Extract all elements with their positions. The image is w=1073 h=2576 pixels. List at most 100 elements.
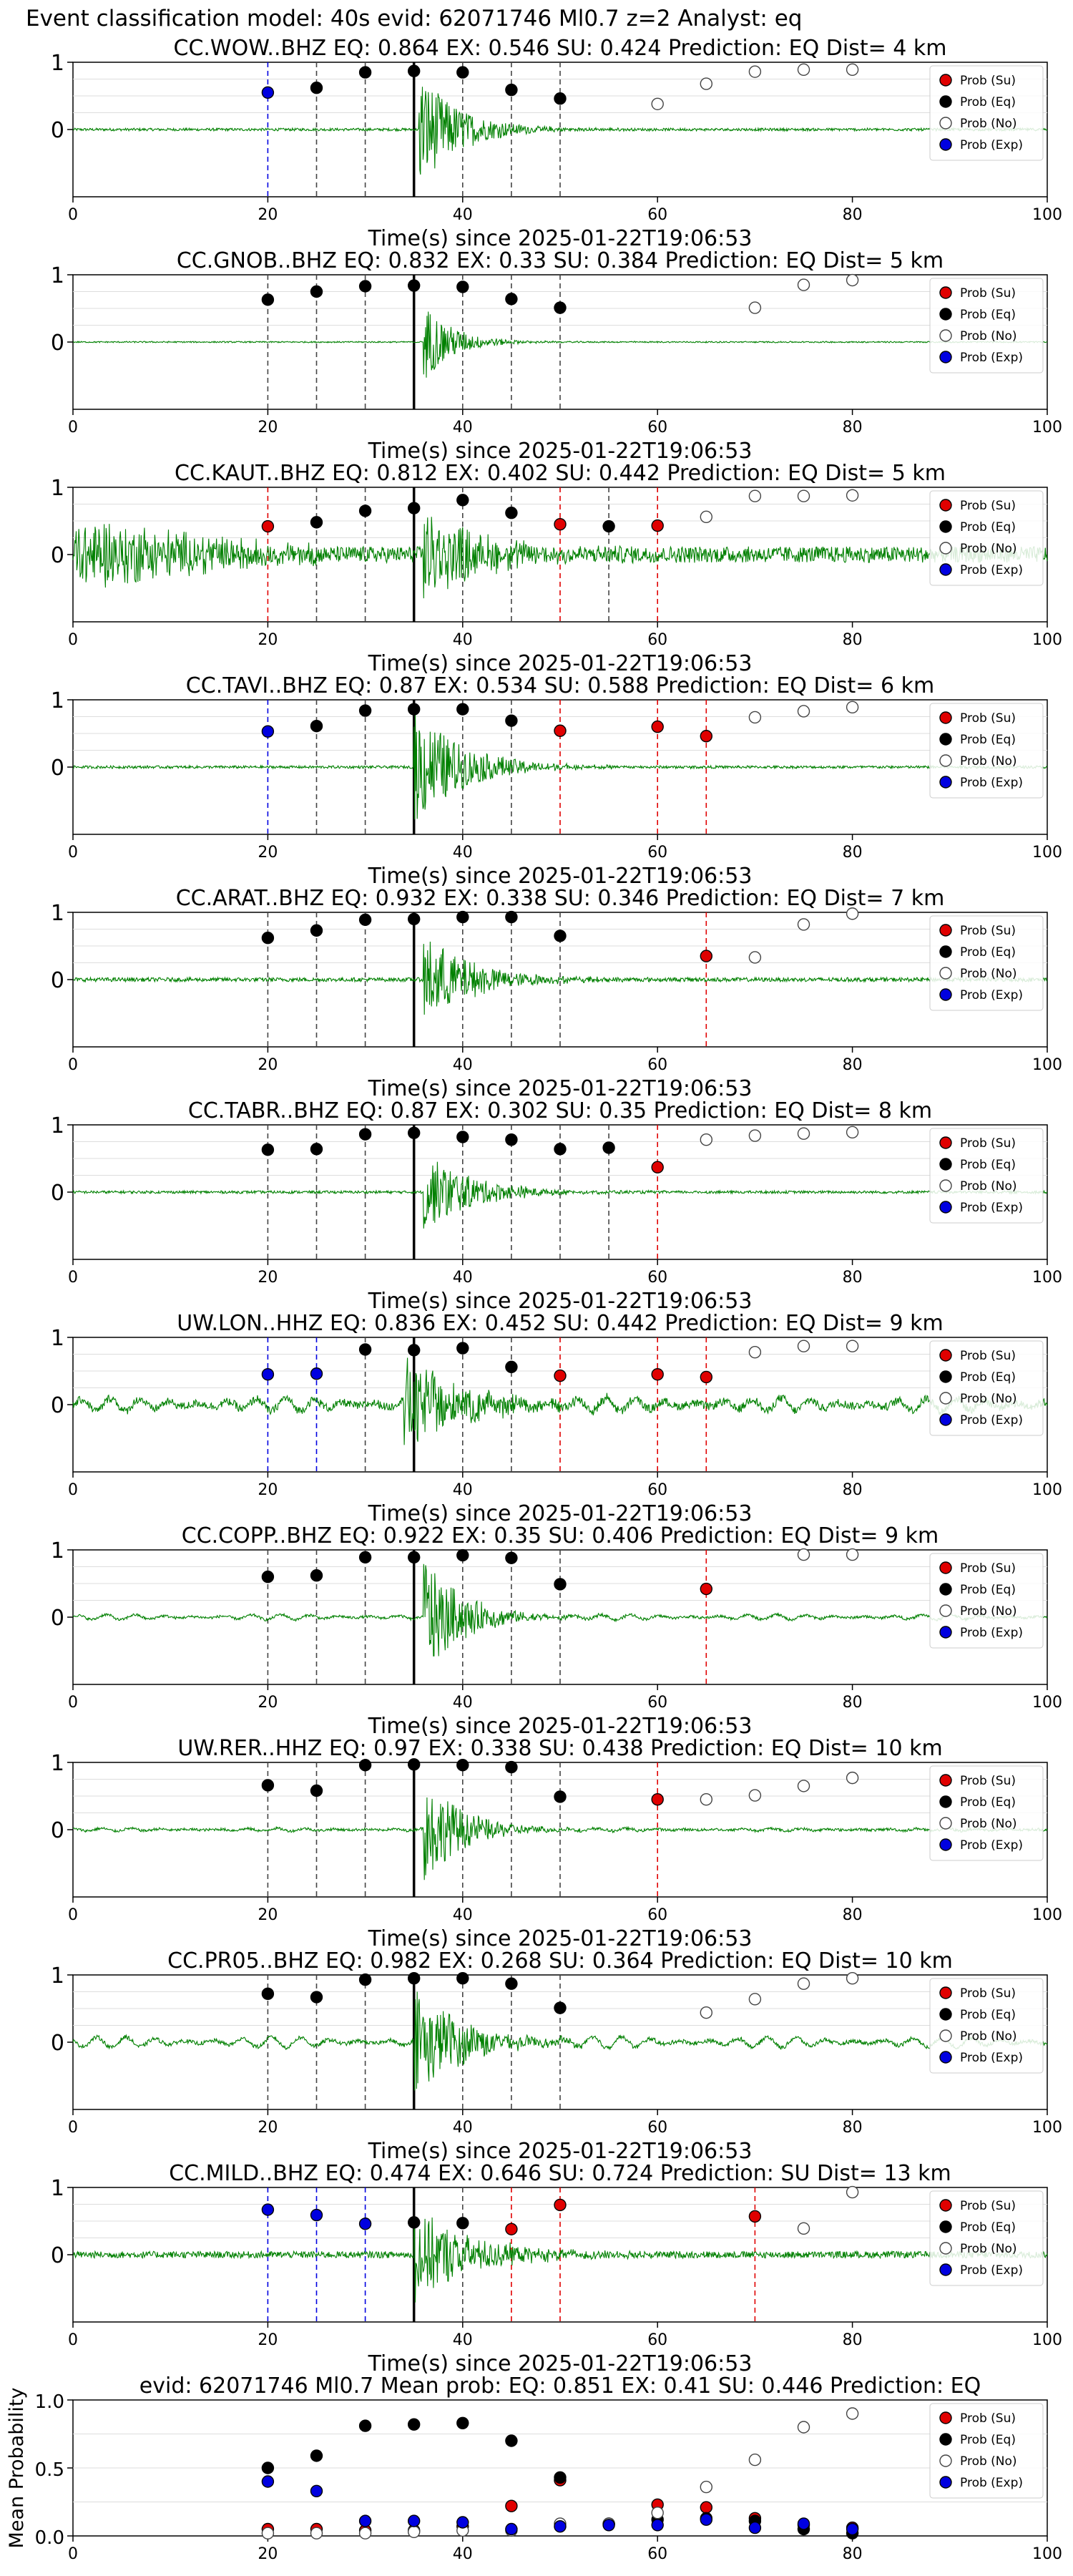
legend-label-exp: Prob (Exp) xyxy=(960,1413,1023,1428)
station-panel-9: UW.RER..HHZ EQ: 0.97 EX: 0.338 SU: 0.438… xyxy=(51,1736,1062,1951)
prob-marker-su xyxy=(554,2198,567,2212)
x-axis-label: Time(s) since 2025-01-22T19:06:53 xyxy=(368,1501,753,1526)
legend-label-su: Prob (Su) xyxy=(960,286,1016,301)
x-tick-label: 0 xyxy=(68,2119,78,2137)
prob-marker-no xyxy=(700,1792,712,1806)
station-panel-5: CC.ARAT..BHZ EQ: 0.932 EX: 0.338 SU: 0.3… xyxy=(51,886,1062,1101)
x-axis-label: Time(s) since 2025-01-22T19:06:53 xyxy=(368,1714,753,1739)
y-tick-label: 1 xyxy=(51,2176,64,2201)
prob-marker-eq xyxy=(505,1551,518,1564)
x-tick-label: 20 xyxy=(258,2545,278,2563)
prob-marker-eq xyxy=(310,924,323,937)
x-tick-label: 100 xyxy=(1032,631,1062,649)
prob-marker-no xyxy=(846,1548,859,1561)
x-tick-label: 60 xyxy=(647,1906,667,1924)
prob-marker-eq xyxy=(261,1779,275,1792)
waveform-trace xyxy=(72,517,1048,599)
prob-marker-su xyxy=(651,1367,664,1381)
legend-label-no: Prob (No) xyxy=(960,1179,1017,1194)
panel-title: CC.COPP..BHZ EQ: 0.922 EX: 0.35 SU: 0.40… xyxy=(182,1523,939,1548)
legend-label-su: Prob (Su) xyxy=(960,74,1016,88)
legend: Prob (Su) Prob (Eq) Prob (No) Prob (Exp) xyxy=(929,278,1044,374)
legend-box xyxy=(929,2403,1044,2499)
legend-box xyxy=(929,278,1044,374)
waveform-trace xyxy=(73,311,1048,378)
prob-marker-exp xyxy=(358,2218,372,2230)
legend-label-eq: Prob (Eq) xyxy=(960,95,1016,109)
legend-marker-no xyxy=(939,2454,952,2467)
prob-marker-no xyxy=(748,1345,762,1359)
x-tick-label: 100 xyxy=(1032,2119,1062,2137)
x-tick-label: 0 xyxy=(68,631,78,649)
prob-marker-eq xyxy=(554,1578,567,1591)
legend-label-no: Prob (No) xyxy=(960,1392,1017,1406)
prob-marker-su xyxy=(651,519,664,532)
y-tick-label: 1 xyxy=(51,51,64,76)
prob-marker-no xyxy=(846,63,859,77)
mean-prob-marker-no xyxy=(748,2453,762,2467)
legend-marker-eq xyxy=(939,520,952,533)
y-tick-label: 0.0 xyxy=(35,2527,64,2549)
x-tick-label: 0 xyxy=(68,1269,78,1287)
mean-prob-marker-no xyxy=(261,2527,275,2540)
mean-prob-marker-exp xyxy=(797,2517,810,2530)
y-tick-label: 0 xyxy=(51,1606,64,1631)
waveform-trace xyxy=(72,1797,1048,1880)
x-tick-label: 60 xyxy=(647,631,667,649)
legend-marker-exp xyxy=(939,776,952,789)
x-tick-label: 40 xyxy=(453,1269,473,1287)
mean-prob-marker-eq xyxy=(408,2418,421,2431)
legend-box xyxy=(929,1765,1044,1861)
prob-marker-eq xyxy=(456,494,469,507)
prob-marker-exp xyxy=(310,2208,323,2222)
mean-prob-marker-no xyxy=(797,2421,810,2434)
station-panel-4: CC.TAVI..BHZ EQ: 0.87 EX: 0.534 SU: 0.58… xyxy=(51,673,1062,889)
legend: Prob (Su) Prob (Eq) Prob (No) Prob (Exp) xyxy=(929,1128,1044,1224)
y-tick-label: 1 xyxy=(51,1963,64,1989)
legend: Prob (Su) Prob (Eq) Prob (No) Prob (Exp) xyxy=(929,1340,1044,1436)
legend-label-eq: Prob (Eq) xyxy=(960,2220,1016,2235)
legend-label-su: Prob (Su) xyxy=(960,1986,1016,2001)
legend-label-eq: Prob (Eq) xyxy=(960,733,1016,747)
x-tick-label: 0 xyxy=(68,844,78,862)
legend-marker-su xyxy=(939,2411,952,2424)
prob-marker-eq xyxy=(310,1784,323,1797)
prob-marker-eq xyxy=(408,2216,421,2229)
mean-prob-marker-exp xyxy=(651,2519,664,2532)
legend-marker-eq xyxy=(939,2220,952,2233)
legend-marker-exp xyxy=(939,2051,952,2064)
waveform-trace xyxy=(72,2217,1048,2303)
prob-marker-eq xyxy=(358,1343,372,1356)
prob-marker-su xyxy=(554,518,567,531)
prob-marker-eq xyxy=(358,66,372,79)
x-tick-label: 40 xyxy=(453,1481,473,1499)
prob-marker-eq xyxy=(456,1759,469,1772)
x-tick-label: 60 xyxy=(647,2119,667,2137)
legend-marker-exp xyxy=(939,1201,952,1214)
legend-marker-eq xyxy=(939,1158,952,1171)
station-panel-7: UW.LON..HHZ EQ: 0.836 EX: 0.452 SU: 0.44… xyxy=(51,1311,1062,1526)
legend: Prob (Su) Prob (Eq) Prob (No) Prob (Exp) xyxy=(929,2190,1044,2286)
y-tick-label: 0 xyxy=(51,118,64,143)
legend: Prob (Su) Prob (Eq) Prob (No) Prob (Exp) xyxy=(929,1553,1044,1649)
prob-marker-no xyxy=(846,907,859,920)
legend-label-exp: Prob (Exp) xyxy=(960,776,1023,790)
legend-label-eq: Prob (Eq) xyxy=(960,308,1016,322)
prob-marker-no xyxy=(797,918,810,931)
prob-marker-eq xyxy=(310,82,323,94)
legend-box xyxy=(929,490,1044,586)
prob-marker-no xyxy=(700,77,712,90)
x-tick-label: 80 xyxy=(843,419,863,436)
x-tick-label: 100 xyxy=(1032,2331,1062,2349)
x-tick-label: 0 xyxy=(68,2331,78,2349)
prob-marker-eq xyxy=(261,1143,275,1156)
panel-title: CC.ARAT..BHZ EQ: 0.932 EX: 0.338 SU: 0.3… xyxy=(176,886,945,911)
x-tick-label: 100 xyxy=(1032,844,1062,862)
y-tick-label: 1.0 xyxy=(35,2391,64,2413)
x-tick-label: 80 xyxy=(843,1481,863,1499)
prob-marker-eq xyxy=(408,279,421,292)
prob-marker-eq xyxy=(408,912,421,926)
legend-label-eq: Prob (Eq) xyxy=(960,1583,1016,1597)
x-tick-label: 40 xyxy=(453,2119,473,2137)
prob-marker-eq xyxy=(554,2001,567,2014)
